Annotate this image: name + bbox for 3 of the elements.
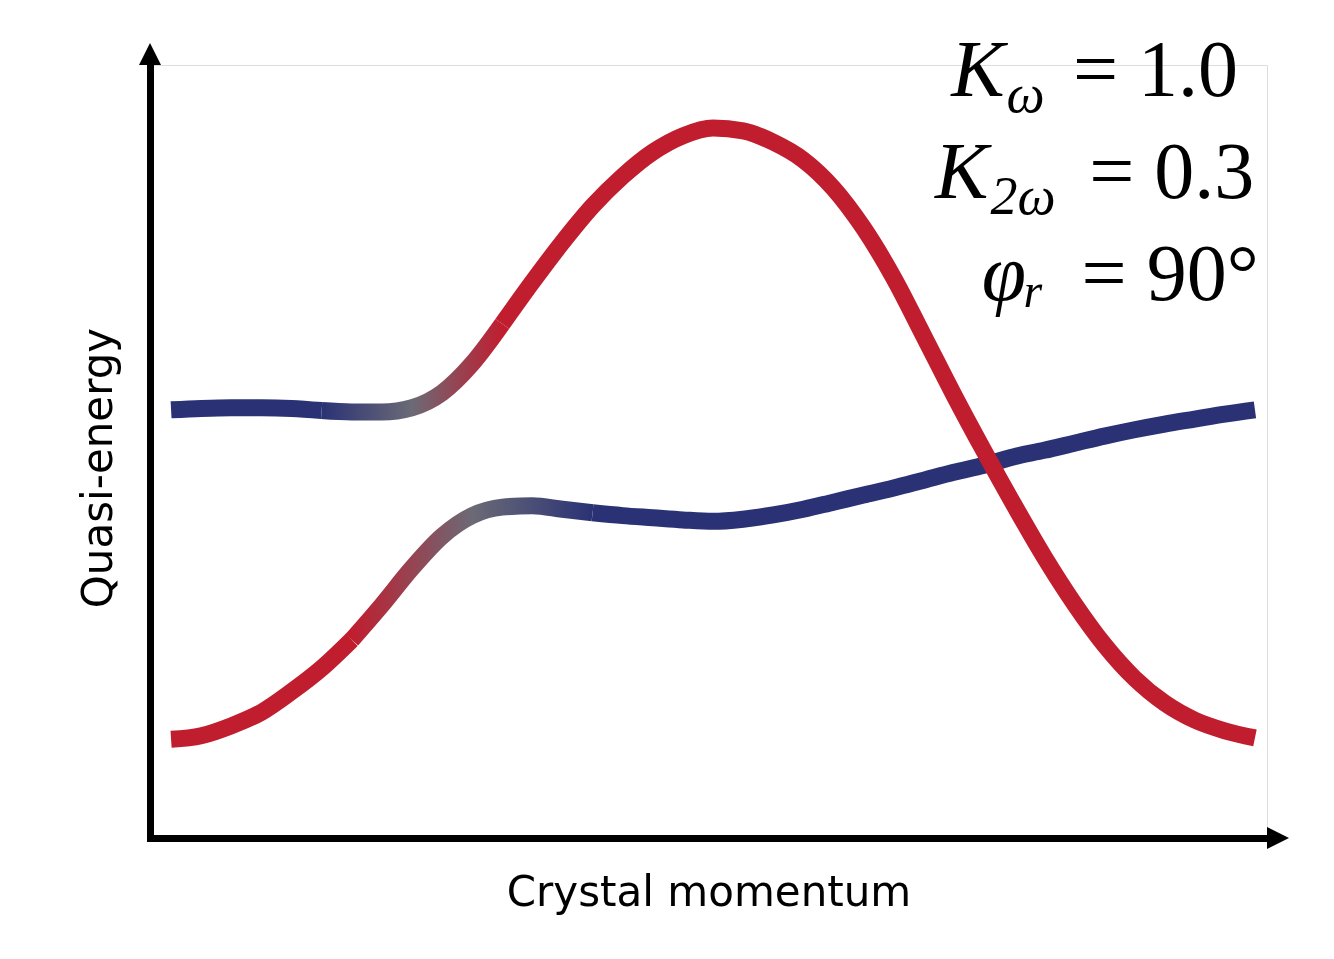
y-axis-title: Quasi-energy xyxy=(72,327,122,609)
x-axis-title: Crystal momentum xyxy=(506,866,912,916)
annotation: φᵣ = 90° xyxy=(981,229,1259,317)
